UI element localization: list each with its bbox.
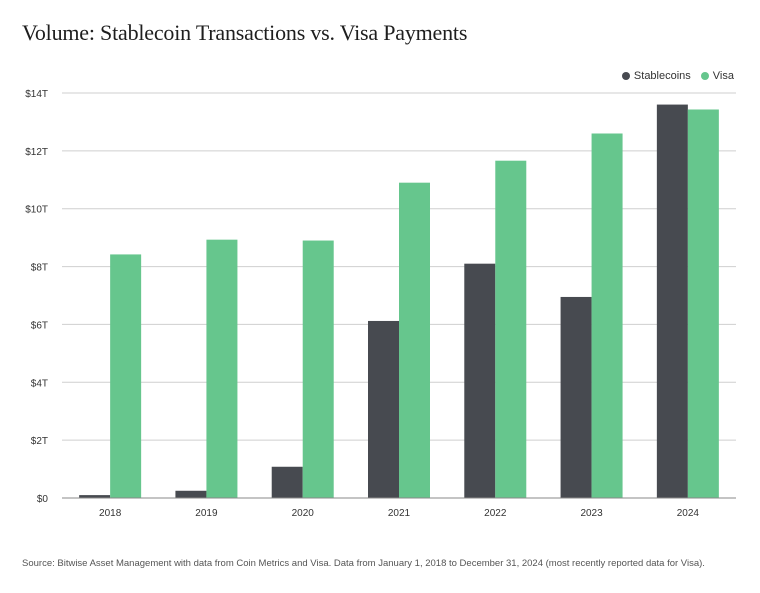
bar-visa-2020 — [302, 240, 334, 499]
legend-item-visa: Visa — [700, 70, 734, 82]
bar-stablecoins-2023 — [560, 296, 592, 498]
x-tick-label: 2020 — [292, 508, 315, 519]
legend-label-stablecoins: Stablecoins — [633, 70, 691, 82]
x-tick-label: 2021 — [388, 508, 411, 519]
y-tick-label: $2T — [31, 436, 48, 447]
x-tick-label: 2022 — [484, 508, 507, 519]
legend: Stablecoins Visa — [621, 70, 734, 82]
bar-stablecoins-2020 — [271, 466, 303, 498]
y-tick-label: $0 — [37, 494, 49, 505]
bar-stablecoins-2024 — [656, 104, 688, 499]
bar-stablecoins-2022 — [464, 263, 496, 498]
bar-visa-2019 — [206, 239, 238, 499]
x-tick-label: 2023 — [580, 508, 603, 519]
bar-visa-2022 — [495, 160, 527, 498]
y-tick-label: $12T — [25, 147, 48, 158]
bar-visa-2024 — [687, 109, 719, 498]
y-tick-label: $6T — [31, 320, 48, 331]
x-tick-label: 2018 — [99, 508, 122, 519]
y-tick-label: $4T — [31, 378, 48, 389]
chart-title: Volume: Stablecoin Transactions vs. Visa… — [22, 20, 468, 45]
bar-stablecoins-2019 — [175, 490, 207, 498]
bar-visa-2018 — [110, 254, 142, 498]
x-tick-label: 2024 — [677, 508, 700, 519]
legend-swatch-stablecoins — [621, 72, 630, 80]
bar-stablecoins-2018 — [79, 495, 111, 498]
y-tick-label: $14T — [25, 89, 48, 100]
y-tick-label: $10T — [25, 205, 48, 216]
legend-swatch-visa — [700, 72, 709, 80]
y-tick-label: $8T — [31, 263, 48, 274]
bar-visa-2021 — [399, 182, 430, 498]
x-tick-label: 2019 — [195, 508, 218, 519]
source-note: Source: Bitwise Asset Management with da… — [22, 558, 705, 569]
bar-visa-2023 — [591, 133, 623, 498]
legend-item-stablecoins: Stablecoins — [621, 70, 691, 82]
legend-label-visa: Visa — [712, 70, 734, 82]
bar-stablecoins-2021 — [368, 320, 399, 498]
